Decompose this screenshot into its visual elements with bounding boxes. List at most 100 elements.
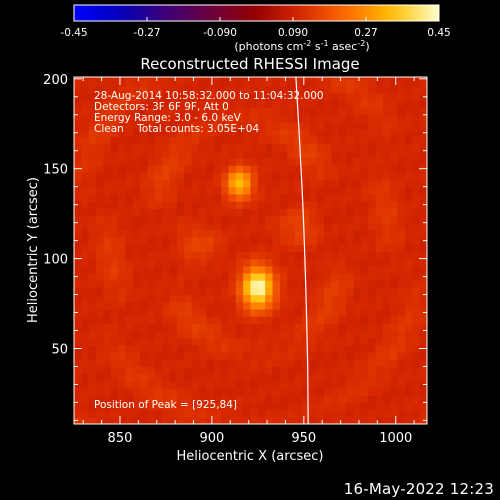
heatmap-cell bbox=[272, 229, 281, 238]
heatmap-cell bbox=[243, 337, 252, 346]
heatmap-cell bbox=[96, 100, 105, 109]
heatmap-cell bbox=[250, 150, 259, 159]
heatmap-cell bbox=[404, 172, 413, 181]
heatmap-cell bbox=[235, 77, 244, 80]
heatmap-cell bbox=[331, 229, 340, 238]
heatmap-cell bbox=[412, 373, 421, 382]
heatmap-cell bbox=[272, 294, 281, 303]
heatmap-cell bbox=[331, 301, 340, 310]
heatmap-cell bbox=[176, 366, 185, 375]
heatmap-cell bbox=[338, 330, 347, 339]
heatmap-cell bbox=[368, 193, 377, 202]
heatmap-cell bbox=[338, 193, 347, 202]
heatmap-cell bbox=[125, 265, 134, 274]
heatmap-cell bbox=[404, 366, 413, 375]
heatmap-cell bbox=[382, 316, 391, 324]
heatmap-cell bbox=[81, 272, 90, 281]
heatmap-cell bbox=[346, 280, 355, 288]
heatmap-cell bbox=[103, 121, 112, 130]
heatmap-cell bbox=[213, 366, 222, 375]
heatmap-cell bbox=[324, 395, 332, 404]
heatmap-cell bbox=[213, 215, 222, 224]
heatmap-cell bbox=[243, 78, 252, 87]
heatmap-cell bbox=[154, 215, 163, 224]
heatmap-cell bbox=[162, 179, 171, 188]
heatmap-cell bbox=[368, 150, 377, 159]
heatmap-cell bbox=[228, 237, 237, 245]
heatmap-cell bbox=[309, 150, 318, 159]
heatmap-cell bbox=[301, 114, 310, 123]
heatmap-cell bbox=[169, 222, 178, 231]
heatmap-cell bbox=[213, 193, 222, 202]
heatmap-cell bbox=[88, 373, 97, 382]
heatmap-cell bbox=[338, 77, 347, 80]
heatmap-cell bbox=[324, 373, 332, 382]
heatmap-cell bbox=[103, 323, 112, 332]
heatmap-cell bbox=[382, 301, 391, 310]
heatmap-cell bbox=[206, 359, 215, 368]
heatmap-cell bbox=[88, 316, 97, 324]
heatmap-cell bbox=[103, 208, 112, 217]
heatmap-cell bbox=[412, 402, 421, 411]
heatmap-cell bbox=[346, 380, 355, 389]
heatmap-cell bbox=[294, 388, 303, 396]
heatmap-cell bbox=[404, 402, 413, 411]
heatmap-cell bbox=[74, 251, 82, 260]
heatmap-cell bbox=[184, 193, 193, 202]
heatmap-cell bbox=[375, 373, 384, 382]
heatmap-cell bbox=[257, 150, 266, 159]
heatmap-cell bbox=[397, 366, 406, 375]
heatmap-cell bbox=[353, 244, 362, 252]
heatmap-cell bbox=[184, 78, 193, 87]
heatmap-cell bbox=[118, 301, 127, 310]
heatmap-cell bbox=[368, 251, 377, 260]
heatmap-cell bbox=[346, 251, 355, 260]
heatmap-cell bbox=[390, 107, 399, 116]
heatmap-cell bbox=[184, 301, 193, 310]
heatmap-cell bbox=[287, 78, 296, 87]
heatmap-cell bbox=[118, 165, 127, 173]
heatmap-cell bbox=[132, 272, 141, 281]
heatmap-cell bbox=[316, 157, 325, 166]
heatmap-cell bbox=[110, 280, 119, 288]
heatmap-cell bbox=[103, 287, 112, 296]
heatmap-cell bbox=[331, 344, 340, 353]
heatmap-cell bbox=[154, 157, 163, 166]
heatmap-cell bbox=[199, 121, 207, 130]
heatmap-cell bbox=[96, 337, 105, 346]
heatmap-cell bbox=[397, 136, 406, 145]
heatmap-cell bbox=[199, 272, 207, 281]
heatmap-cell bbox=[250, 208, 259, 217]
heatmap-cell bbox=[221, 280, 230, 288]
heatmap-cell bbox=[81, 373, 90, 382]
heatmap-cell bbox=[147, 416, 156, 424]
heatmap-cell bbox=[287, 373, 296, 382]
heatmap-cell bbox=[96, 308, 105, 317]
heatmap-cell bbox=[132, 215, 141, 224]
heatmap-cell bbox=[360, 272, 369, 281]
heatmap-cell bbox=[147, 280, 156, 288]
heatmap-cell bbox=[81, 301, 90, 310]
heatmap-cell bbox=[301, 330, 310, 339]
heatmap-cell bbox=[213, 107, 222, 116]
heatmap-cell bbox=[103, 78, 112, 87]
heatmap-cell bbox=[221, 409, 230, 418]
heatmap-cell bbox=[235, 237, 244, 245]
heatmap-cell bbox=[287, 337, 296, 346]
heatmap-cell bbox=[412, 215, 421, 224]
heatmap-cell bbox=[125, 222, 134, 231]
heatmap-cell bbox=[331, 172, 340, 181]
heatmap-cell bbox=[412, 380, 421, 389]
heatmap-cell bbox=[110, 244, 119, 252]
heatmap-cell bbox=[272, 107, 281, 116]
heatmap-cell bbox=[169, 165, 178, 173]
heatmap-cell bbox=[412, 409, 421, 418]
heatmap-cell bbox=[176, 114, 185, 123]
heatmap-cell bbox=[96, 121, 105, 130]
heatmap-cell bbox=[324, 222, 332, 231]
heatmap-cell bbox=[213, 165, 222, 173]
heatmap-cell bbox=[375, 388, 384, 396]
heatmap-cell bbox=[81, 294, 90, 303]
heatmap-cell bbox=[74, 265, 82, 274]
heatmap-cell bbox=[235, 258, 244, 267]
